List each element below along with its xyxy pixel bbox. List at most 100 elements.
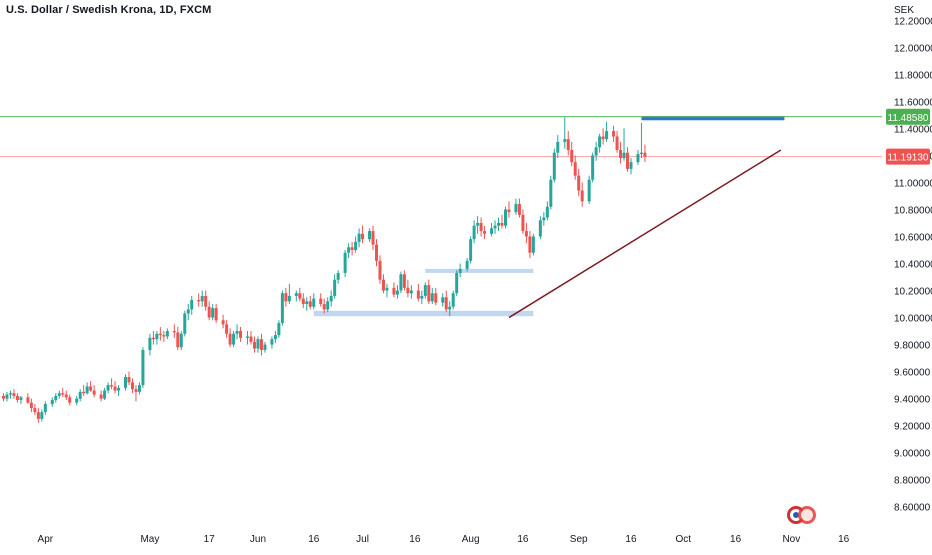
x-tick-label: 16 [625,534,637,545]
candle-body [381,279,385,291]
candle-body [239,331,243,338]
price-label: 11.48580 [888,113,929,124]
candle-body [5,394,9,399]
x-tick-label: 16 [409,534,421,545]
candle-body [204,295,208,307]
candle-body [577,175,581,191]
us-flag-icon[interactable] [787,506,816,524]
candle-body [361,233,365,240]
candle-body [343,252,347,273]
candle-body [249,336,253,342]
candle-body [284,293,288,302]
candle-body [326,301,330,310]
candle-body [29,402,33,409]
candle-body [298,293,302,299]
candle-body [211,308,215,318]
x-tick-label: 16 [308,534,320,545]
candle-body [103,390,107,399]
candle-body [455,272,459,294]
candle-body [598,136,602,148]
candle-body [458,268,462,273]
candle-body [375,244,379,261]
candle-body [615,136,619,150]
candle-body [287,295,291,302]
x-tick-label: Aug [462,534,480,545]
candle-body [514,204,518,213]
y-tick-label: 8.60000 [894,503,931,514]
candle-body [252,341,256,349]
x-tick-label: 16 [517,534,529,545]
level-box [425,268,534,273]
candle-body [43,404,47,413]
candle-body [263,344,267,350]
candle-body [232,333,236,345]
candle-body [594,147,598,156]
x-tick-label: May [140,534,159,545]
candle-body [503,209,507,226]
candle-body [221,320,225,325]
candle-body [354,241,358,250]
x-tick-label: Jun [250,534,266,545]
candle-body [378,260,382,280]
y-tick-label: 9.40000 [894,395,931,406]
candle-body [322,304,326,310]
candle-body [12,393,16,396]
candle-body [580,190,584,202]
candle-body [587,179,591,202]
candle-body [591,155,595,180]
candle-body [270,339,274,345]
candle-body [392,287,396,295]
candle-body [639,152,643,155]
candle-body [280,293,284,323]
candle-body [416,290,420,299]
candle-body [61,393,65,395]
candle-body [190,299,194,310]
candle-body [399,274,403,291]
candle-body [629,162,633,169]
candle-body [256,339,260,349]
currency-label: SEK [894,5,915,16]
y-tick-label: 12.00000 [894,43,932,54]
chart-title: U.S. Dollar / Swedish Krona, 1D, FXCM [6,4,212,16]
y-tick-label: 9.00000 [894,449,931,460]
candle-body [225,324,229,334]
candle-body [134,389,138,392]
candle-body [406,287,410,294]
candle-body [395,290,399,295]
candle-body [368,231,372,240]
candle-body [99,394,103,399]
candle-body [89,386,93,391]
price-label: 11.19130 [888,153,929,164]
candle-body [197,299,201,302]
candle-body [54,395,58,400]
candle-body [545,206,549,218]
y-tick-label: 8.80000 [894,476,931,487]
candle-body [130,382,134,390]
candle-body [40,412,44,419]
candle-body [465,260,469,269]
candle-body [158,333,162,336]
y-tick-label: 9.20000 [894,422,931,433]
candle-body [141,349,145,386]
candle-body [148,337,152,350]
candle-body [552,152,556,180]
candle-body [26,397,30,403]
candle-body [200,295,204,302]
candle-body [305,301,309,305]
candle-body [176,332,180,348]
candle-body [357,233,361,242]
candle-body [165,331,169,337]
candle-body [235,331,239,334]
candle-body [336,272,340,280]
candle-body [347,247,351,253]
candle-body [619,149,623,159]
y-tick-label: 12.20000 [894,16,932,27]
candle-body [476,222,480,226]
candle-body [472,225,476,240]
candle-body [622,152,626,159]
candle-body [423,285,427,296]
candle-body [57,393,61,396]
y-tick-label: 10.20000 [894,287,932,298]
